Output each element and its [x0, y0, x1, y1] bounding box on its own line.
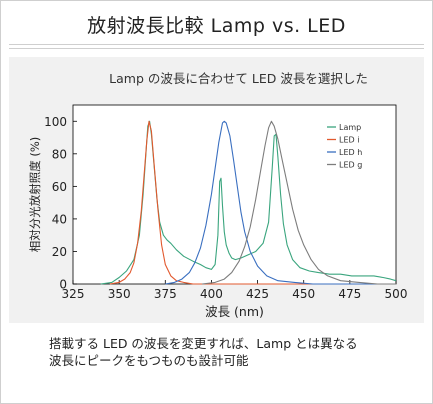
x-tick-label: 500 [385, 287, 408, 301]
caption-line-1: 搭載する LED の波長を変更すれば、Lamp とは異なる [49, 336, 358, 351]
y-axis-label: 相対分光放射照度 (%) [28, 137, 42, 253]
legend-label-lamp: Lamp [339, 123, 361, 132]
series-line-led-g [202, 120, 396, 285]
y-tick-label: 0 [59, 278, 67, 292]
plot-area [72, 104, 397, 285]
legend-label-led-i: LED i [339, 136, 359, 145]
x-tick-label: 350 [108, 287, 131, 301]
series-line-led-h [165, 120, 396, 285]
page-title: 放射波長比較 Lamp vs. LED [87, 15, 346, 37]
series-line-led-i [109, 120, 396, 285]
x-tick-label: 475 [338, 287, 361, 301]
chart-panel: Lamp の波長に合わせて LED 波長を選択した 325 350 375 400 425… [9, 57, 424, 323]
title-divider-top [9, 44, 424, 45]
x-tick-label: 375 [154, 287, 177, 301]
y-tick-label: 40 [52, 212, 67, 226]
x-tick-label: 425 [246, 287, 269, 301]
title-band: 放射波長比較 Lamp vs. LED [1, 1, 432, 51]
legend-label-led-g: LED g [339, 161, 362, 170]
caption-line-2: 波長にピークをもつものも設計可能 [49, 353, 249, 368]
x-tick-label: 450 [292, 287, 315, 301]
y-tick-label: 80 [52, 147, 67, 161]
title-divider-bottom [9, 48, 424, 49]
y-tick-label: 60 [52, 180, 67, 194]
y-tick-label: 20 [52, 245, 67, 259]
caption: 搭載する LED の波長を変更すれば、Lamp とは異なる 波長にピークをもつも… [49, 335, 409, 369]
x-tick-label: 325 [62, 287, 85, 301]
x-axis-label: 波長 (nm) [205, 304, 264, 319]
legend-label-led-h: LED h [339, 148, 362, 157]
chart-title: Lamp の波長に合わせて LED 波長を選択した [109, 71, 368, 86]
y-tick-label: 100 [44, 115, 67, 129]
x-tick-label: 400 [200, 287, 223, 301]
